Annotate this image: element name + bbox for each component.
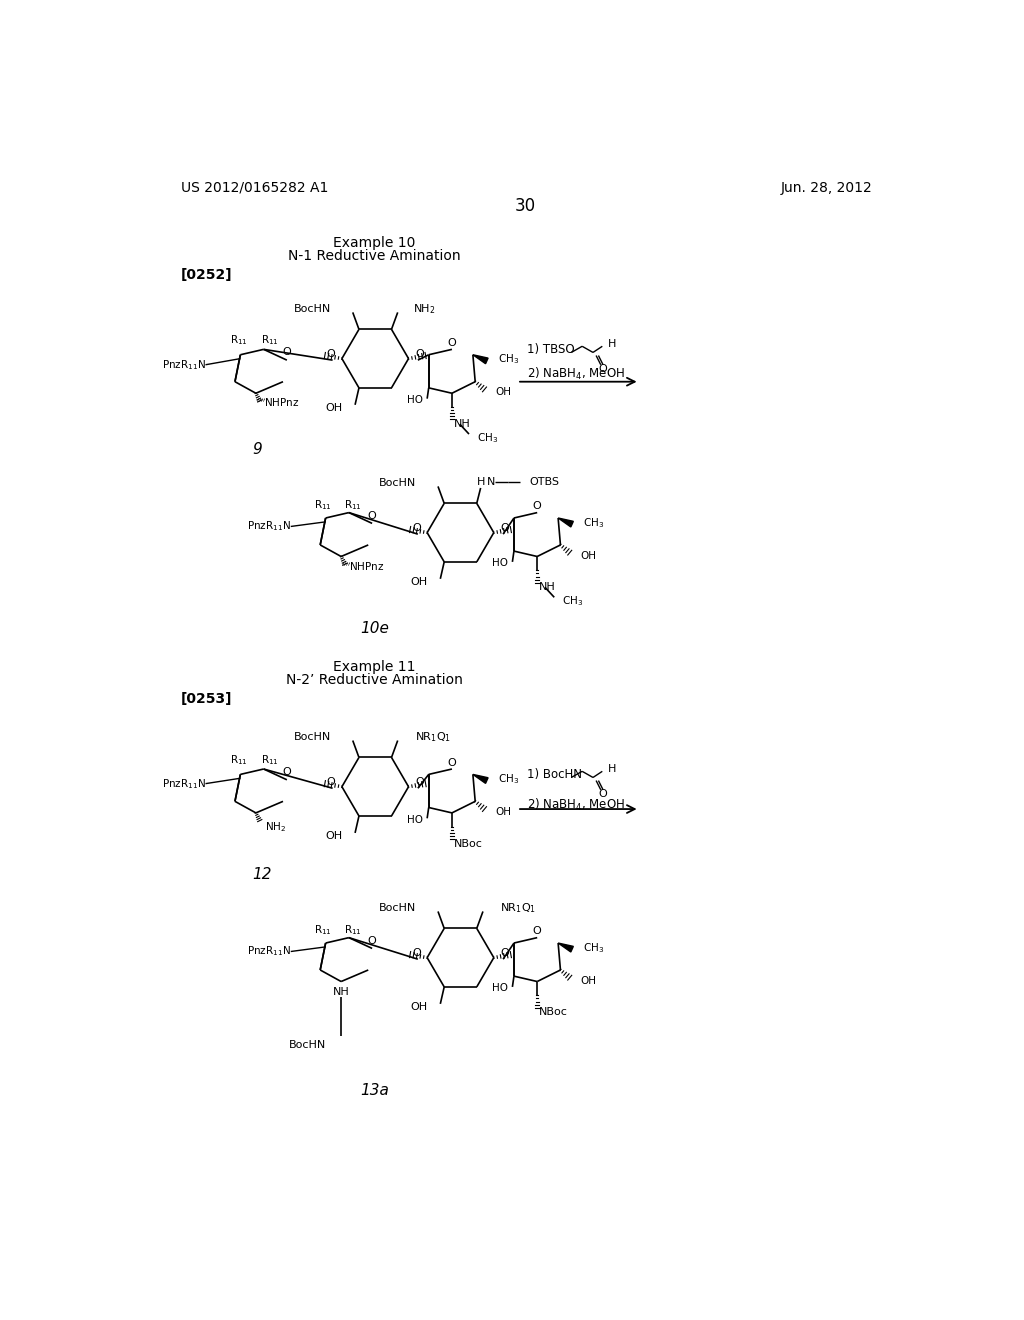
Text: O: O [501, 948, 509, 958]
Text: $^{\prime\prime\prime\prime}$NHPnz: $^{\prime\prime\prime\prime}$NHPnz [256, 397, 299, 409]
Text: O: O [598, 789, 606, 800]
Polygon shape [473, 775, 488, 783]
Text: O: O [368, 936, 377, 945]
Polygon shape [558, 942, 573, 952]
Text: O: O [327, 777, 336, 787]
Text: OH: OH [581, 975, 597, 986]
Text: 13a: 13a [360, 1082, 389, 1098]
Text: R$_{11}$: R$_{11}$ [230, 333, 248, 347]
Text: 2) NaBH$_4$, MeOH: 2) NaBH$_4$, MeOH [527, 366, 626, 381]
Text: Example 10: Example 10 [333, 236, 416, 249]
Text: BocHN: BocHN [289, 1040, 326, 1051]
Text: HO: HO [492, 558, 508, 569]
Text: O: O [368, 511, 377, 520]
Text: OH: OH [581, 550, 597, 561]
Text: O: O [415, 348, 424, 359]
Text: O: O [501, 523, 509, 533]
Text: CH$_3$: CH$_3$ [477, 432, 498, 445]
Text: [0252]: [0252] [180, 268, 232, 282]
Text: 1) TBSO: 1) TBSO [527, 343, 574, 356]
Text: NBoc: NBoc [454, 838, 482, 849]
Text: OH: OH [326, 832, 343, 841]
Text: NH: NH [539, 582, 555, 593]
Text: O: O [283, 347, 291, 358]
Text: CH$_3$: CH$_3$ [562, 594, 584, 609]
Text: OH: OH [411, 1002, 428, 1012]
Text: R$_{11}$: R$_{11}$ [261, 333, 280, 347]
Text: NH: NH [333, 986, 349, 997]
Text: NH$_2$: NH$_2$ [265, 820, 287, 834]
Text: O: O [283, 767, 291, 777]
Text: BocHN: BocHN [379, 903, 417, 913]
Text: 10e: 10e [360, 620, 389, 636]
Text: US 2012/0165282 A1: US 2012/0165282 A1 [180, 181, 328, 194]
Text: N-1 Reductive Amination: N-1 Reductive Amination [288, 249, 461, 263]
Text: O: O [532, 927, 542, 936]
Text: HO: HO [492, 983, 508, 994]
Text: HO: HO [407, 395, 423, 405]
Text: OTBS: OTBS [529, 477, 559, 487]
Text: BocHN: BocHN [294, 305, 331, 314]
Text: 30: 30 [514, 197, 536, 215]
Text: OH: OH [326, 403, 343, 413]
Text: O: O [447, 758, 457, 768]
Text: R$_{11}$: R$_{11}$ [261, 754, 280, 767]
Text: R$_{11}$: R$_{11}$ [314, 498, 332, 512]
Text: R$_{11}$: R$_{11}$ [344, 923, 362, 937]
Text: OH: OH [411, 577, 428, 587]
Text: H: H [607, 764, 616, 774]
Text: 9: 9 [252, 442, 262, 457]
Text: PnzR$_{11}$N: PnzR$_{11}$N [247, 945, 291, 958]
Text: O: O [412, 523, 421, 533]
Text: O: O [447, 338, 457, 348]
Text: Example 11: Example 11 [333, 660, 416, 673]
Text: NR$_1$Q$_1$: NR$_1$Q$_1$ [500, 902, 537, 915]
Text: R$_{11}$: R$_{11}$ [344, 498, 362, 512]
Text: NH$_2$: NH$_2$ [414, 302, 436, 317]
Text: N-2’ Reductive Amination: N-2’ Reductive Amination [286, 673, 463, 686]
Text: NBoc: NBoc [539, 1007, 567, 1018]
Text: PnzR$_{11}$N: PnzR$_{11}$N [247, 520, 291, 533]
Text: HO: HO [407, 814, 423, 825]
Text: NR$_1$Q$_1$: NR$_1$Q$_1$ [415, 730, 451, 744]
Text: $^{\prime\prime\prime\prime}$NHPnz: $^{\prime\prime\prime\prime}$NHPnz [341, 560, 385, 573]
Text: CH$_3$: CH$_3$ [583, 516, 604, 529]
Text: O: O [412, 948, 421, 958]
Text: BocHN: BocHN [294, 733, 331, 742]
Text: PnzR$_{11}$N: PnzR$_{11}$N [162, 776, 206, 791]
Text: CH$_3$: CH$_3$ [583, 941, 604, 954]
Text: H: H [607, 339, 616, 348]
Text: OH: OH [496, 807, 511, 817]
Text: CH$_3$: CH$_3$ [498, 352, 519, 366]
Text: OH: OH [496, 388, 511, 397]
Text: [0253]: [0253] [180, 692, 232, 706]
Text: O: O [415, 777, 424, 787]
Text: R$_{11}$: R$_{11}$ [230, 754, 248, 767]
Text: BocHN: BocHN [379, 478, 417, 488]
Text: 2) NaBH$_4$, MeOH: 2) NaBH$_4$, MeOH [527, 797, 626, 813]
Text: Jun. 28, 2012: Jun. 28, 2012 [780, 181, 872, 194]
Text: CH$_3$: CH$_3$ [498, 772, 519, 785]
Text: R$_{11}$: R$_{11}$ [314, 923, 332, 937]
Text: O: O [598, 364, 606, 375]
Text: H: H [476, 477, 484, 487]
Text: 1) BocHN: 1) BocHN [527, 768, 582, 781]
Text: 12: 12 [252, 867, 271, 882]
Text: NH: NH [454, 418, 470, 429]
Text: O: O [327, 348, 336, 359]
Text: N: N [486, 477, 495, 487]
Text: PnzR$_{11}$N: PnzR$_{11}$N [162, 358, 206, 372]
Polygon shape [473, 355, 488, 364]
Polygon shape [558, 517, 573, 527]
Text: O: O [532, 502, 542, 511]
